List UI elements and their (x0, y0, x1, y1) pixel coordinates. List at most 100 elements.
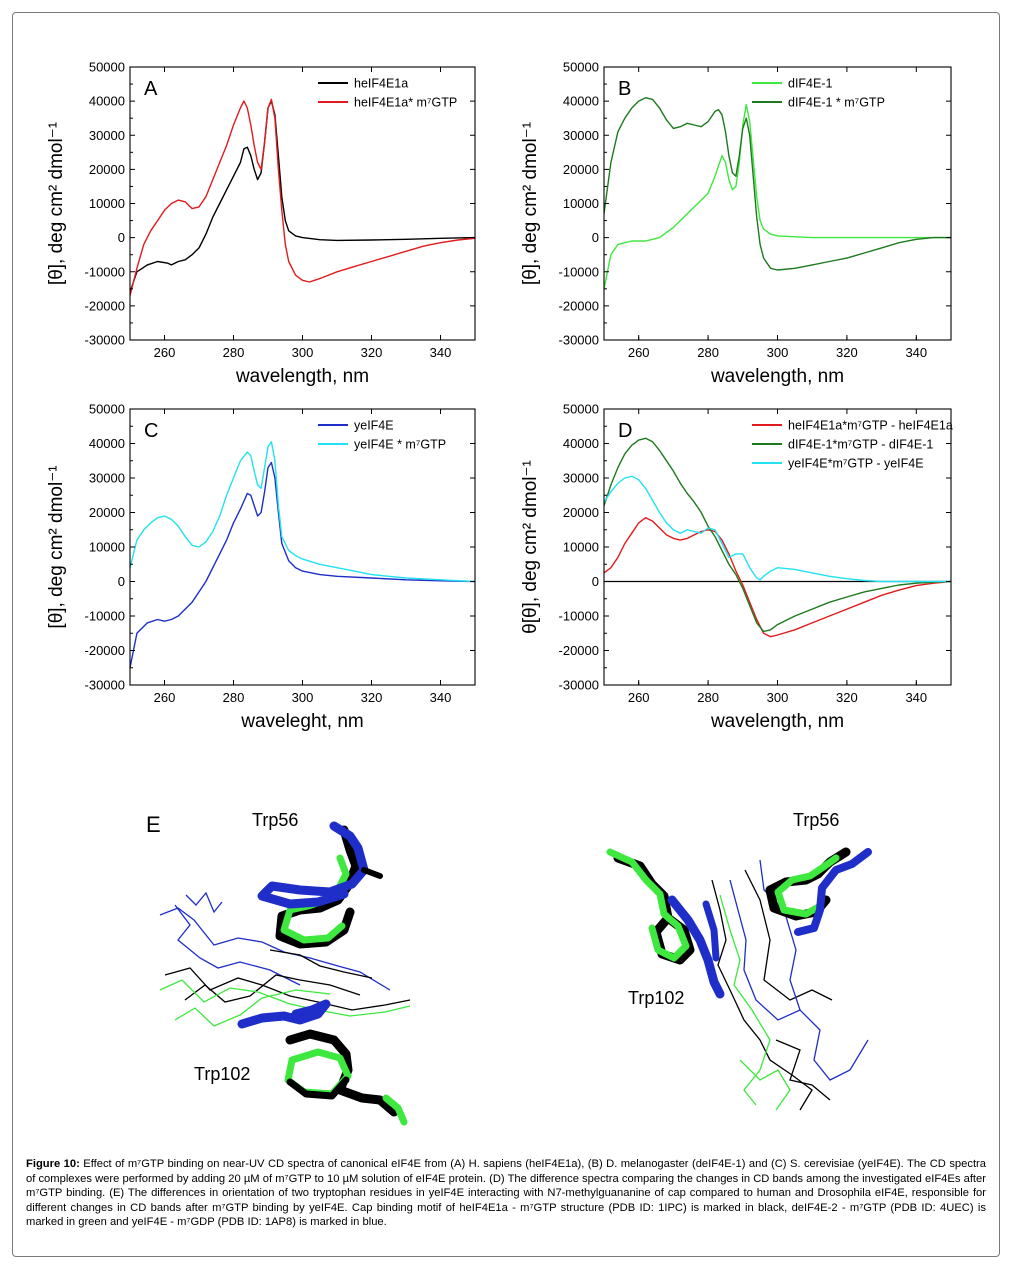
left-cap-wireframe (159, 891, 411, 1027)
y-axis-label: [θ], deg cm² dmol⁻¹ (520, 122, 541, 285)
y-tick-label: 30000 (563, 471, 599, 486)
right-cap-wireframe (711, 859, 869, 1111)
y-tick-label: 0 (592, 230, 599, 245)
y-tick-label: 40000 (563, 94, 599, 109)
x-tick-label: 340 (905, 690, 927, 705)
x-tick-label: 340 (430, 345, 452, 360)
legend-entry: dIF4E-1*m⁷GTP - dIF4E-1 (788, 438, 933, 452)
legend-entry: dIF4E-1 (788, 77, 833, 91)
x-tick-label: 300 (767, 345, 789, 360)
y-tick-label: 30000 (89, 128, 125, 143)
y-tick-label: -10000 (85, 609, 125, 624)
x-tick-label: 320 (361, 345, 383, 360)
y-tick-label: 0 (118, 574, 125, 589)
legend-entry: heIF4E1a* m⁷GTP (354, 96, 457, 110)
chart-panel-a: 260 280 300 320 340 -30000 -20000 -10000 0 10000 2… (46, 60, 476, 387)
y-tick-label: 50000 (89, 60, 125, 75)
series-line-1 (604, 517, 951, 638)
cd-spectra-charts: 260 280 300 320 340 -30000 -20000 -10000 0 10000 2… (46, 60, 953, 733)
plot-frame (603, 66, 952, 341)
y-tick-label: 50000 (89, 402, 125, 417)
y-tick-label: 10000 (89, 196, 125, 211)
y-tick-label: 40000 (563, 436, 599, 451)
y-axis-label: θ[θ], deg cm² dmol⁻¹ (520, 460, 541, 634)
y-tick-label: 40000 (89, 94, 125, 109)
legend-entry: heIF4E1a*m⁷GTP - heIF4E1a (788, 419, 953, 433)
right-trp102-sticks (606, 848, 725, 999)
x-tick-label: 260 (628, 690, 650, 705)
x-tick-label: 320 (836, 345, 858, 360)
series-line-2 (130, 98, 475, 296)
y-tick-label: -30000 (559, 678, 599, 693)
y-tick-label: -30000 (85, 678, 125, 693)
x-axis-label: waveleght, nm (240, 711, 364, 732)
caption-text: Effect of m⁷GTP binding on near-UV CD sp… (26, 1158, 987, 1229)
y-tick-label: -20000 (85, 298, 125, 313)
chart-panel-c: 260 280 300 320 340 -30000 -20000 -10000 0 10000 2… (46, 402, 476, 732)
x-tick-label: 280 (223, 690, 245, 705)
x-tick-label: 320 (361, 690, 383, 705)
y-tick-label: 20000 (563, 505, 599, 520)
y-tick-label: 20000 (563, 162, 599, 177)
x-axis-label: wavelength, nm (235, 366, 369, 387)
tryptophan-structure-illustration: E Trp56 Trp102 (146, 810, 872, 1126)
right-trp102-label: Trp102 (628, 988, 684, 1008)
x-tick-label: 260 (154, 345, 176, 360)
y-tick-label: 0 (592, 574, 599, 589)
x-tick-label: 300 (292, 690, 314, 705)
y-axis-label: [θ], deg cm² dmol⁻¹ (46, 122, 67, 285)
x-tick-label: 280 (223, 345, 245, 360)
y-tick-label: 0 (118, 230, 125, 245)
series-line-2 (604, 437, 951, 633)
series-line-2 (130, 441, 475, 583)
panel-label: B (618, 78, 631, 100)
y-tick-label: -20000 (559, 298, 599, 313)
y-tick-label: -20000 (559, 643, 599, 658)
series-line-2 (604, 96, 951, 271)
chart-panel-b: 260 280 300 320 340 -30000 -20000 -10000 0 10000 2… (520, 60, 952, 387)
y-tick-label: -10000 (559, 264, 599, 279)
x-tick-label: 260 (628, 345, 650, 360)
y-tick-label: 10000 (563, 540, 599, 555)
legend-entry: yeIF4E (354, 419, 394, 433)
x-tick-label: 340 (430, 690, 452, 705)
legend-entry: yeIF4E*m⁷GTP - yeIF4E (788, 457, 924, 471)
y-tick-label: 10000 (89, 540, 125, 555)
y-tick-label: 50000 (563, 60, 599, 75)
x-axis-label: wavelength, nm (710, 366, 844, 387)
y-tick-label: -10000 (85, 264, 125, 279)
caption-label: Figure 10: (26, 1158, 80, 1170)
series-line-1 (130, 100, 475, 293)
y-tick-label: -20000 (85, 643, 125, 658)
panel-label: C (144, 420, 158, 442)
y-tick-label: 20000 (89, 505, 125, 520)
panel-label: D (618, 420, 632, 442)
x-tick-label: 280 (697, 690, 719, 705)
y-axis-label: [θ], deg cm² dmol⁻¹ (46, 465, 67, 628)
panel-label: A (144, 78, 158, 100)
y-tick-label: 10000 (563, 196, 599, 211)
series-line-3 (604, 475, 951, 583)
left-trp102-label: Trp102 (194, 1064, 250, 1084)
right-trp56-sticks (765, 847, 872, 936)
x-tick-label: 280 (697, 345, 719, 360)
y-tick-label: -30000 (85, 333, 125, 348)
legend-entry: heIF4E1a (354, 77, 408, 91)
right-structure: Trp56 Trp102 (606, 810, 872, 1111)
y-tick-label: 40000 (89, 436, 125, 451)
x-tick-label: 300 (767, 690, 789, 705)
y-tick-label: 50000 (563, 402, 599, 417)
legend-entry: dIF4E-1 * m⁷GTP (788, 96, 885, 110)
y-tick-label: -30000 (559, 333, 599, 348)
series-line-1 (130, 461, 475, 668)
right-trp56-label: Trp56 (793, 810, 839, 830)
y-tick-label: 30000 (563, 128, 599, 143)
figure-caption: Figure 10: Effect of m⁷GTP binding on ne… (26, 1157, 986, 1230)
legend-entry: yeIF4E * m⁷GTP (354, 438, 446, 452)
x-tick-label: 300 (292, 345, 314, 360)
y-tick-label: -10000 (559, 609, 599, 624)
left-trp102-sticks (237, 999, 408, 1126)
x-tick-label: 340 (905, 345, 927, 360)
panel-label-e: E (146, 812, 161, 837)
y-tick-label: 30000 (89, 471, 125, 486)
